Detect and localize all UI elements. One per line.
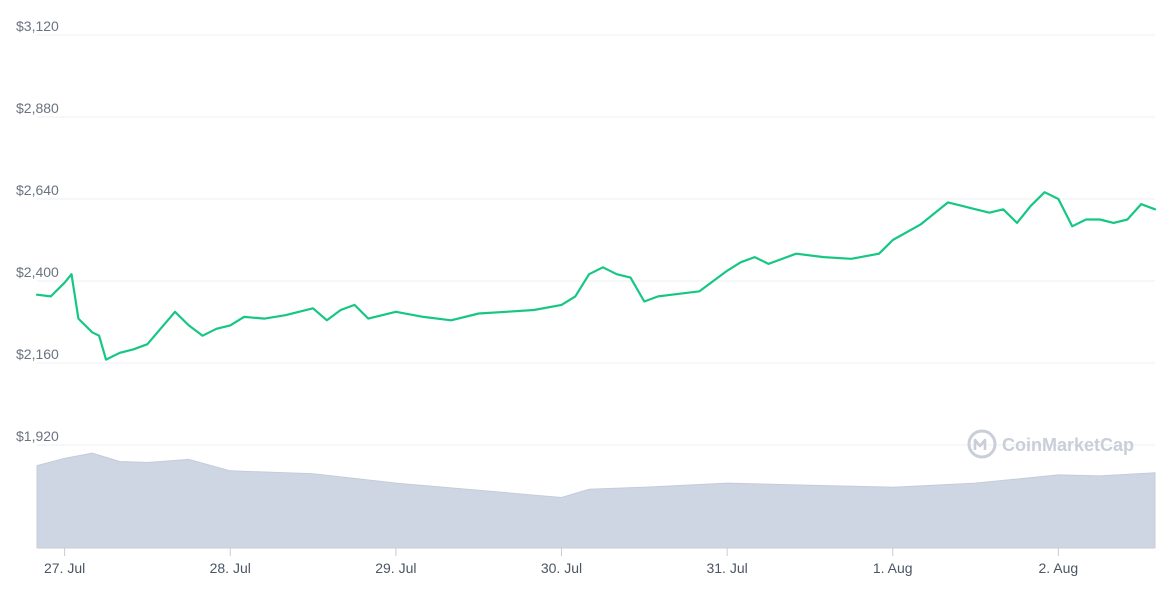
y-tick-label: $2,400 xyxy=(16,264,59,280)
y-tick-label: $2,640 xyxy=(16,182,59,198)
x-tick-label: 27. Jul xyxy=(44,560,85,576)
y-axis: $1,920 $2,160 $2,400 $2,640 $2,880 $3,120 xyxy=(16,18,59,444)
y-tick-label: $3,120 xyxy=(16,18,59,34)
y-tick-label: $1,920 xyxy=(16,428,59,444)
volume-area-layer xyxy=(36,452,1156,549)
price-series-line xyxy=(35,191,1157,361)
x-tick-label: 31. Jul xyxy=(706,560,747,576)
x-tick-label: 1. Aug xyxy=(873,560,913,576)
price-line-layer xyxy=(35,191,1157,361)
coinmarketcap-watermark: CoinMarketCap xyxy=(967,429,1134,459)
coinmarketcap-logo-icon xyxy=(967,429,997,459)
gridlines xyxy=(37,34,1155,446)
x-tick-label: 28. Jul xyxy=(210,560,251,576)
volume-area xyxy=(36,452,1156,549)
x-tick-label: 2. Aug xyxy=(1039,560,1079,576)
x-axis: 27. Jul 28. Jul 29. Jul 30. Jul 31. Jul 1. Au… xyxy=(37,547,1155,576)
y-tick-label: $2,160 xyxy=(16,346,59,362)
y-tick-label: $2,880 xyxy=(16,100,59,116)
watermark-label: CoinMarketCap xyxy=(1002,435,1134,455)
x-tick-label: 29. Jul xyxy=(375,560,416,576)
x-tick-label: 30. Jul xyxy=(541,560,582,576)
